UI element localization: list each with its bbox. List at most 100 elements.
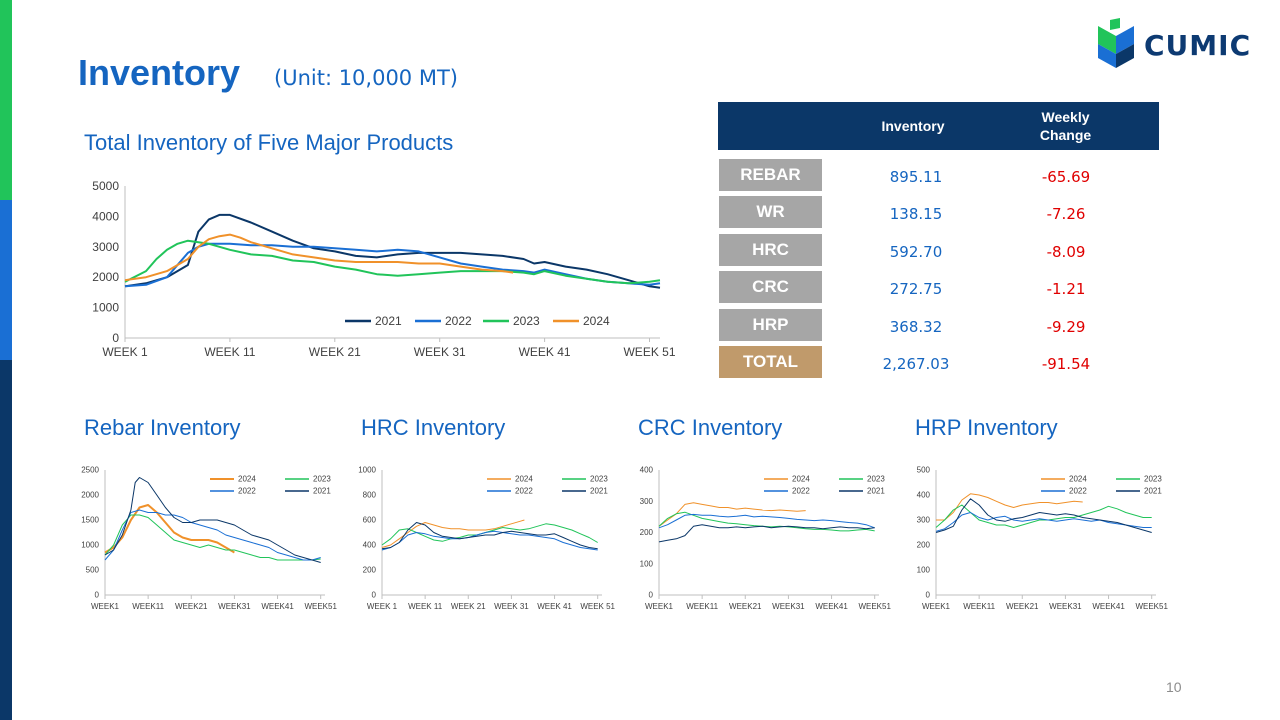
legend-label-2021: 2021 — [313, 487, 331, 496]
legend-label-2023: 2023 — [513, 314, 540, 328]
legend-label-2022: 2022 — [515, 487, 533, 496]
row-change-rebar: -65.69 — [1041, 168, 1091, 186]
x-tick-label: WEEK21 — [175, 602, 208, 611]
row-inventory-total: 2,267.03 — [882, 355, 950, 373]
legend-label-2023: 2023 — [867, 475, 885, 484]
x-tick-label: WEEK31 — [772, 602, 805, 611]
x-tick-label: WEEK1 — [645, 602, 674, 611]
x-tick-label: WEEK21 — [729, 602, 762, 611]
x-tick-label: WEEK11 — [686, 602, 718, 611]
x-tick-label: WEEK41 — [261, 602, 294, 611]
x-tick-label: WEEK 21 — [451, 602, 486, 611]
series-line-2021 — [935, 498, 1152, 533]
y-tick-label: 400 — [363, 541, 377, 550]
series-line-2024 — [936, 493, 1083, 521]
logo-mark-icon — [1098, 18, 1134, 68]
row-label-total: TOTAL — [719, 346, 822, 378]
row-inventory-crc: 272.75 — [889, 280, 943, 298]
page-number: 10 — [1166, 679, 1182, 695]
series-line-2024 — [124, 233, 514, 282]
table-header: Inventory Weekly Change — [718, 102, 1159, 150]
row-label-hrc: HRC — [719, 234, 822, 266]
x-tick-label: WEEK1 — [91, 602, 120, 611]
legend-label-2024: 2024 — [583, 314, 610, 328]
x-tick-label: WEEK51 — [1135, 602, 1168, 611]
y-tick-label: 100 — [917, 566, 931, 575]
y-tick-label: 2000 — [81, 491, 99, 500]
row-label-crc: CRC — [719, 271, 822, 303]
y-tick-label: 0 — [112, 331, 119, 345]
y-tick-label: 600 — [363, 516, 377, 525]
crc-chart-title: CRC Inventory — [638, 415, 783, 440]
x-tick-label: WEEK41 — [1092, 602, 1125, 611]
y-tick-label: 1000 — [92, 301, 119, 315]
y-tick-label: 200 — [917, 541, 931, 550]
series-line-2022 — [935, 512, 1152, 532]
x-tick-label: WEEK 1 — [102, 345, 148, 359]
row-inventory-hrc: 592.70 — [889, 243, 943, 261]
legend-label-2024: 2024 — [1069, 475, 1087, 484]
legend-label-2022: 2022 — [792, 487, 810, 496]
x-tick-label: WEEK11 — [132, 602, 164, 611]
crc-inventory-chart: 0 100 200 300 400 WEEK1 WEEK11 WEEK21 WEEK31 WEEK… — [640, 466, 892, 611]
y-tick-label: 5000 — [92, 179, 119, 193]
row-change-hrc: -8.09 — [1046, 243, 1086, 261]
x-tick-label: WEEK 11 — [204, 345, 255, 359]
side-accent-bar — [0, 0, 12, 720]
x-tick-label: WEEK 1 — [367, 602, 398, 611]
y-tick-label: 300 — [917, 516, 931, 525]
main-chart-title: Total Inventory of Five Major Products — [84, 130, 454, 155]
y-tick-label: 500 — [917, 466, 931, 475]
hrp-chart-title: HRP Inventory — [915, 415, 1058, 440]
legend-label-2022: 2022 — [238, 487, 256, 496]
cumic-logo: CUMIC — [1096, 18, 1256, 72]
y-tick-label: 800 — [363, 491, 377, 500]
legend-label-2022: 2022 — [445, 314, 472, 328]
row-label-wr: WR — [719, 196, 822, 228]
row-inventory-hrp: 368.32 — [889, 318, 943, 336]
x-tick-label: WEEK 11 — [408, 602, 443, 611]
rebar-chart-title: Rebar Inventory — [84, 415, 241, 440]
y-tick-label: 0 — [649, 591, 654, 600]
legend-label-2021: 2021 — [590, 487, 608, 496]
y-tick-label: 2500 — [81, 466, 99, 475]
row-label-hrp: HRP — [719, 309, 822, 341]
row-label-rebar: REBAR — [719, 159, 822, 191]
legend-label-2024: 2024 — [515, 475, 533, 484]
legend-label-2023: 2023 — [1144, 475, 1162, 484]
x-tick-label: WEEK51 — [304, 602, 337, 611]
hrc-chart-title: HRC Inventory — [361, 415, 506, 440]
y-tick-label: 200 — [363, 566, 377, 575]
y-tick-label: 200 — [640, 528, 654, 537]
series-line-2024 — [658, 502, 806, 527]
x-tick-label: WEEK31 — [1049, 602, 1082, 611]
series-line-2022 — [381, 530, 598, 551]
legend-label-2024: 2024 — [792, 475, 810, 484]
row-change-crc: -1.21 — [1046, 280, 1086, 298]
y-tick-label: 4000 — [92, 209, 119, 223]
y-tick-label: 2000 — [92, 270, 119, 284]
y-tick-label: 1000 — [81, 541, 99, 550]
x-tick-label: WEEK 31 — [414, 345, 466, 359]
series-line-2023 — [104, 514, 321, 561]
x-tick-label: WEEK 31 — [494, 602, 529, 611]
y-tick-label: 400 — [640, 466, 654, 475]
unit-label: (Unit: 10,000 MT) — [274, 66, 458, 90]
row-change-hrp: -9.29 — [1046, 318, 1086, 336]
y-tick-label: 400 — [917, 491, 931, 500]
y-tick-label: 300 — [640, 497, 654, 506]
logo-text: CUMIC — [1144, 29, 1252, 62]
header-weekly-change: Weekly Change — [1039, 109, 1092, 143]
y-tick-label: 3000 — [92, 240, 119, 254]
x-tick-label: WEEK 51 — [580, 602, 615, 611]
series-line-2022 — [124, 242, 661, 288]
row-change-total: -91.54 — [1041, 355, 1091, 373]
legend-label-2023: 2023 — [590, 475, 608, 484]
x-tick-label: WEEK51 — [858, 602, 891, 611]
x-tick-label: WEEK1 — [922, 602, 951, 611]
hrc-inventory-chart: 0 200 400 600 800 1000 WEEK 1 WEEK 11 WEEK 21 WEE… — [358, 466, 615, 611]
legend-label-2024: 2024 — [238, 475, 256, 484]
x-tick-label: WEEK 51 — [623, 345, 675, 359]
series-line-2021 — [658, 524, 875, 543]
legend-label-2021: 2021 — [867, 487, 885, 496]
